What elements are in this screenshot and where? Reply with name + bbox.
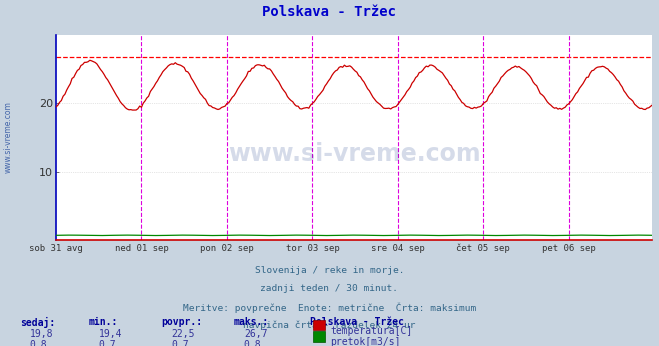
Text: Polskava - Tržec: Polskava - Tržec (310, 317, 404, 327)
Text: www.si-vreme.com: www.si-vreme.com (3, 102, 13, 173)
Text: navpična črta - razdelek 24 ur: navpična črta - razdelek 24 ur (243, 320, 416, 330)
Text: 0,7: 0,7 (99, 340, 117, 346)
Text: Meritve: povprečne  Enote: metrične  Črta: maksimum: Meritve: povprečne Enote: metrične Črta:… (183, 302, 476, 313)
Text: povpr.:: povpr.: (161, 317, 202, 327)
Text: 19,4: 19,4 (99, 329, 123, 339)
Text: 19,8: 19,8 (30, 329, 53, 339)
Text: pretok[m3/s]: pretok[m3/s] (330, 337, 401, 346)
Text: sob 31 avg: sob 31 avg (29, 244, 83, 253)
Text: ned 01 sep: ned 01 sep (115, 244, 168, 253)
Text: 0,7: 0,7 (171, 340, 189, 346)
Text: tor 03 sep: tor 03 sep (285, 244, 339, 253)
Text: sedaj:: sedaj: (20, 317, 55, 328)
Text: 0,8: 0,8 (244, 340, 262, 346)
Text: Slovenija / reke in morje.: Slovenija / reke in morje. (255, 266, 404, 275)
Text: 0,8: 0,8 (30, 340, 47, 346)
Text: pon 02 sep: pon 02 sep (200, 244, 254, 253)
Text: www.si-vreme.com: www.si-vreme.com (228, 142, 480, 166)
Text: 22,5: 22,5 (171, 329, 195, 339)
Text: 26,7: 26,7 (244, 329, 268, 339)
Text: maks.:: maks.: (234, 317, 269, 327)
Text: temperatura[C]: temperatura[C] (330, 326, 413, 336)
Text: pet 06 sep: pet 06 sep (542, 244, 596, 253)
Text: čet 05 sep: čet 05 sep (457, 244, 510, 253)
Text: min.:: min.: (89, 317, 119, 327)
Text: sre 04 sep: sre 04 sep (371, 244, 424, 253)
Text: zadnji teden / 30 minut.: zadnji teden / 30 minut. (260, 284, 399, 293)
Text: Polskava - Tržec: Polskava - Tržec (262, 5, 397, 19)
